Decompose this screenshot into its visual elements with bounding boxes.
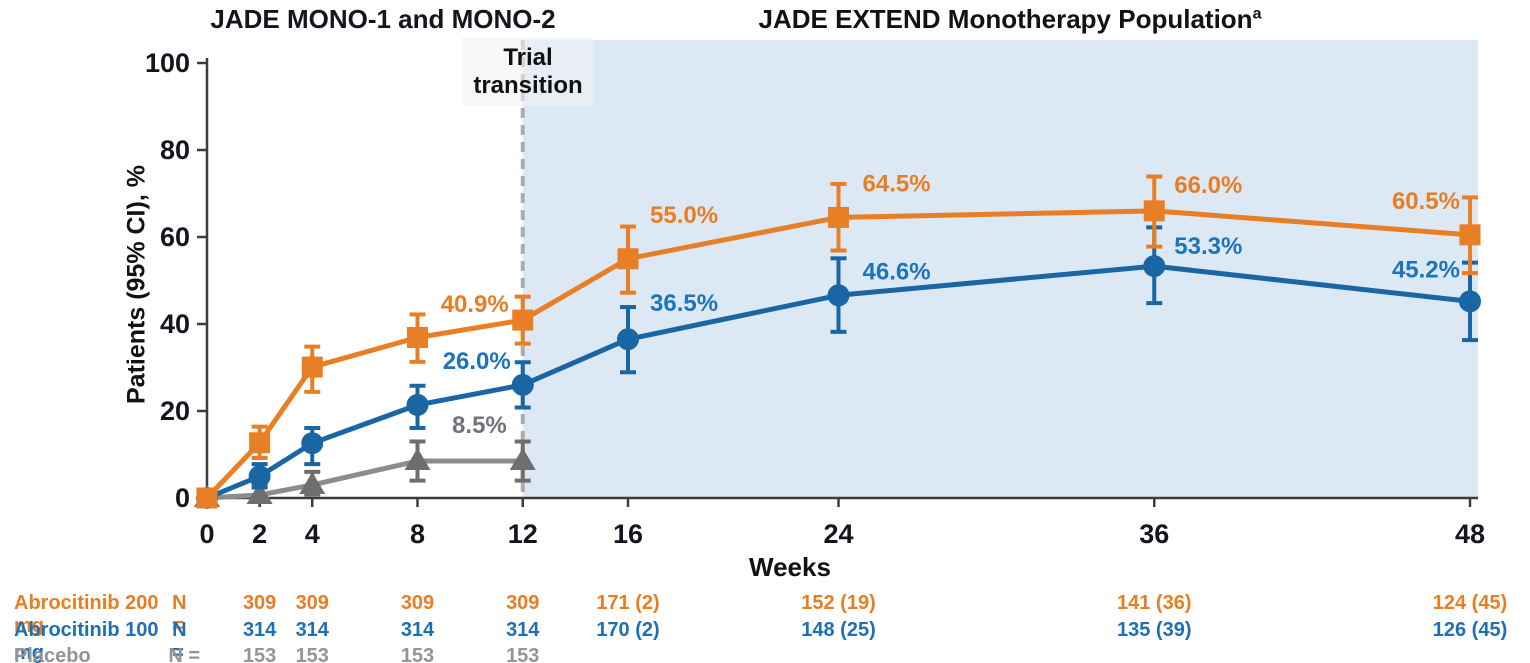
- title-jade-mono: JADE MONO-1 and MONO-2: [210, 4, 556, 34]
- data-label-placebo: 8.5%: [452, 412, 507, 439]
- data-label-abrocitinib-200-mg: 64.5%: [863, 170, 931, 197]
- x-axis-title: Weeks: [749, 552, 831, 582]
- x-tick-label: 4: [305, 519, 320, 549]
- n-value: 314: [506, 619, 540, 641]
- n-equals-label: N =: [172, 592, 187, 637]
- x-tick-label: 16: [613, 519, 643, 549]
- n-value: 126 (45): [1432, 619, 1508, 641]
- title-jade-extend: JADE EXTEND Monotherapy Populationa: [730, 4, 1290, 35]
- marker-square-abrocitinib-200-mg: [1143, 200, 1165, 222]
- marker-square-abrocitinib-200-mg: [617, 248, 639, 270]
- n-value: 152 (19): [801, 592, 876, 614]
- n-table-row-label: Abrocitinib 100 mg N =: [14, 619, 200, 663]
- y-tick-label: 80: [160, 135, 190, 165]
- data-label-abrocitinib-100-mg: 45.2%: [1392, 256, 1460, 283]
- marker-triangle-placebo: [299, 471, 326, 494]
- n-table-row-abrocitinib-200: Abrocitinib 200 mg N = 309 309 309 309 171 (…: [0, 592, 1530, 637]
- n-value: 314: [295, 619, 329, 641]
- n-equals-label: N =: [172, 619, 187, 663]
- marker-circle-abrocitinib-100-mg: [248, 465, 271, 488]
- data-label-abrocitinib-100-mg: 36.5%: [650, 290, 718, 317]
- marker-triangle-placebo: [246, 481, 273, 504]
- marker-square-abrocitinib-200-mg: [1459, 224, 1481, 246]
- n-value: 141 (36): [1117, 592, 1192, 614]
- x-tick-label: 24: [823, 519, 853, 549]
- marker-circle-abrocitinib-100-mg: [511, 373, 534, 396]
- extend-period-shading: [522, 40, 1478, 498]
- data-label-abrocitinib-200-mg: 55.0%: [650, 202, 718, 229]
- x-tick-label: 8: [410, 519, 425, 549]
- x-tick-label: 48: [1455, 519, 1485, 549]
- n-value: 153: [242, 645, 277, 663]
- x-tick-label: 2: [252, 519, 267, 549]
- data-label-abrocitinib-200-mg: 60.5%: [1392, 188, 1460, 215]
- y-tick-label: 0: [175, 483, 190, 513]
- y-axis-title: Patients (95% CI), %: [122, 165, 151, 405]
- n-value: 309: [400, 592, 435, 614]
- n-value: 309: [506, 592, 540, 614]
- marker-circle-abrocitinib-100-mg: [301, 432, 324, 455]
- n-value: 170 (2): [596, 619, 660, 641]
- trial-transition-label: Trial transition: [440, 44, 616, 100]
- x-tick-label: 36: [1139, 519, 1169, 549]
- y-tick-label: 60: [160, 222, 190, 252]
- data-label-abrocitinib-200-mg: 66.0%: [1174, 172, 1242, 199]
- trial-transition-line1: Trial: [503, 44, 553, 71]
- n-table-row-label: Abrocitinib 200 mg N =: [14, 592, 200, 638]
- n-value: 309: [295, 592, 329, 614]
- n-value: 153: [400, 645, 435, 663]
- trial-transition-box: [462, 37, 593, 106]
- marker-circle-abrocitinib-100-mg: [1459, 290, 1481, 313]
- n-equals-label: N =: [168, 645, 200, 663]
- data-label-abrocitinib-200-mg: 40.9%: [441, 291, 509, 318]
- marker-square-abrocitinib-200-mg: [249, 432, 271, 454]
- x-tick-label: 0: [199, 519, 214, 549]
- marker-square-abrocitinib-200-mg: [828, 206, 849, 228]
- marker-square-abrocitinib-200-mg: [512, 309, 534, 331]
- data-label-abrocitinib-100-mg: 46.6%: [863, 258, 931, 285]
- n-value: 171 (2): [596, 592, 660, 614]
- n-value: 153: [506, 645, 540, 663]
- n-value: 309: [242, 592, 277, 614]
- title-jade-extend-text: JADE EXTEND Monotherapy Population: [758, 4, 1253, 34]
- n-value: 124 (45): [1432, 592, 1508, 614]
- y-tick-label: 20: [160, 396, 190, 426]
- marker-square-abrocitinib-200-mg: [196, 487, 218, 509]
- trial-transition-line2: transition: [473, 72, 583, 100]
- marker-circle-abrocitinib-100-mg: [406, 393, 429, 416]
- n-table-row-abrocitinib-100: Abrocitinib 100 mg N = 314 314 314 314 170 (…: [0, 619, 1530, 663]
- series-name-abrocitinib-100: Abrocitinib 100 mg: [14, 619, 159, 663]
- data-label-abrocitinib-100-mg: 53.3%: [1174, 233, 1242, 260]
- marker-circle-abrocitinib-100-mg: [617, 328, 639, 351]
- y-tick-label: 40: [160, 309, 190, 339]
- n-value: 314: [400, 619, 435, 641]
- marker-circle-abrocitinib-100-mg: [827, 284, 850, 307]
- marker-square-abrocitinib-200-mg: [301, 356, 323, 378]
- x-tick-label: 12: [508, 519, 538, 549]
- marker-triangle-placebo: [404, 448, 431, 471]
- y-tick-label: 100: [145, 48, 190, 78]
- title-footnote-marker: a: [1252, 5, 1262, 23]
- n-value: 135 (39): [1117, 619, 1192, 641]
- marker-square-abrocitinib-200-mg: [407, 326, 428, 348]
- n-table-row-label: Placebo N =: [14, 645, 200, 663]
- n-value: 314: [242, 619, 277, 641]
- marker-triangle-placebo: [509, 448, 536, 471]
- n-table-row-placebo: Placebo N = 153 153 153 153: [0, 645, 1530, 663]
- marker-circle-abrocitinib-100-mg: [1143, 255, 1166, 278]
- series-name-abrocitinib-200: Abrocitinib 200 mg: [14, 592, 159, 637]
- n-value: 148 (25): [801, 619, 876, 641]
- data-label-abrocitinib-100-mg: 26.0%: [443, 348, 511, 375]
- series-name-placebo: Placebo: [14, 645, 91, 663]
- n-value: 153: [295, 645, 329, 663]
